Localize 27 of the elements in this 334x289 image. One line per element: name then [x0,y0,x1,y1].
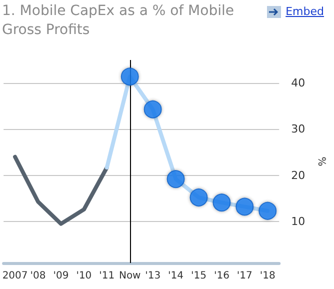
line-series [13,154,109,226]
x-tick-label: '15 [190,270,206,282]
x-tick-label: '08 [30,270,46,282]
x-tick-label: '16 [214,270,230,282]
x-tick-label: '11 [99,270,115,282]
x-tick-label: Now [118,270,141,282]
y-tick-label: 30 [291,122,306,136]
point [166,170,185,188]
point [258,202,277,220]
point [190,188,208,206]
y-tick-label: 10 [291,214,306,228]
chart-title: 1. Mobile CapEx as a % of Mobile Gross Profits [2,2,235,40]
point [212,194,231,212]
x-tick-label: '17 [236,270,252,282]
x-tick-label: '18 [260,270,276,282]
y-axis-title: % [316,156,326,166]
text: Embed [286,5,324,18]
y-tick-label: 20 [291,168,306,182]
point [120,68,139,86]
x-tick-label: '14 [168,270,184,282]
x-tick-label: 2007 [2,270,28,282]
x-tick-label: '09 [53,270,69,282]
y-tick-label: 40 [291,76,306,90]
x-tick-label: '10 [76,270,92,282]
x-tick-label: '13 [145,270,161,282]
point [144,100,162,118]
point [236,198,254,216]
